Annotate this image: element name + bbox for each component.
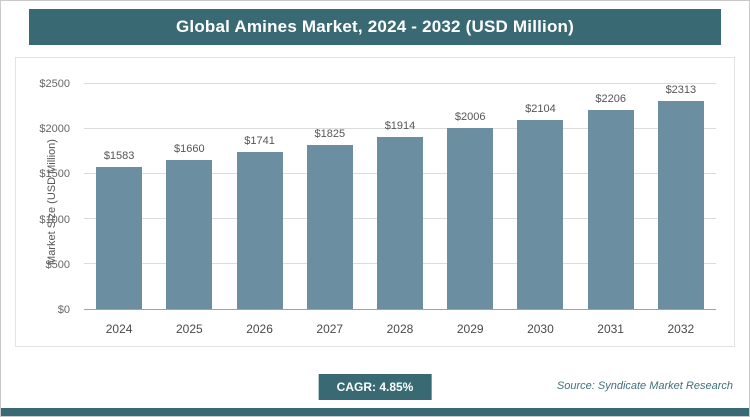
y-axis-tick: $1500 bbox=[39, 168, 70, 181]
bar bbox=[96, 166, 143, 309]
bar-column: $2313 bbox=[646, 84, 716, 309]
y-axis-tick: $2500 bbox=[39, 78, 70, 90]
bar-column: $2104 bbox=[505, 84, 575, 309]
x-axis-label: 2025 bbox=[175, 322, 203, 336]
y-axis-tick: $0 bbox=[57, 304, 70, 316]
bar-column: $2206 bbox=[576, 84, 646, 309]
bar-column: $2006 bbox=[435, 84, 505, 309]
x-axis-label: 2029 bbox=[456, 322, 484, 336]
chart-area: Market Size (USD Million) $0 $500 $1000 $15… bbox=[15, 57, 735, 347]
gridline bbox=[84, 128, 716, 129]
bar bbox=[166, 159, 213, 309]
bar bbox=[517, 119, 564, 309]
x-axis-label: 2026 bbox=[246, 322, 273, 336]
x-axis-label: 2031 bbox=[597, 322, 624, 336]
y-axis-tick-labels: $0 $500 $1000 $1500 $2000 $2500 bbox=[16, 78, 78, 316]
y-axis-tick: $1000 bbox=[39, 213, 70, 226]
gridline bbox=[84, 83, 716, 84]
source-text: Source: Syndicate Market Research bbox=[556, 380, 733, 392]
y-axis-tick: $2000 bbox=[39, 123, 70, 136]
chart-title: Global Amines Market, 2024 - 2032 (USD M… bbox=[29, 9, 721, 45]
bottom-strip bbox=[1, 408, 749, 416]
bar-value-label: $2006 bbox=[454, 111, 486, 124]
bar-column: $1741 bbox=[224, 84, 294, 309]
bar-column: $1583 bbox=[84, 84, 154, 309]
bar-value-label: $2313 bbox=[665, 84, 697, 96]
bar-column: $1825 bbox=[295, 84, 365, 309]
bar bbox=[376, 136, 423, 309]
x-axis-label: 2027 bbox=[316, 322, 344, 336]
bar-value-label: $2206 bbox=[595, 93, 626, 106]
bar-value-label: $2104 bbox=[525, 102, 556, 115]
footer: CAGR: 4.85% Source: Syndicate Market Res… bbox=[1, 374, 749, 406]
bar bbox=[657, 101, 704, 309]
x-axis-labels: 2024 2025 2026 2027 2028 2029 2030 2031 2032 bbox=[84, 316, 716, 342]
bar-value-label: $1660 bbox=[174, 142, 205, 155]
bar bbox=[447, 128, 494, 309]
bar-series: $1583 $1660 $1741 $1825 $1914 $2006 $2104 $2206… bbox=[84, 84, 716, 309]
cagr-badge: CAGR: 4.85% bbox=[318, 374, 432, 400]
bar bbox=[236, 152, 283, 309]
bar-value-label: $1741 bbox=[244, 135, 275, 148]
x-axis-label: 2030 bbox=[527, 322, 554, 336]
bar-column: $1660 bbox=[154, 84, 224, 309]
y-axis-tick: $500 bbox=[45, 258, 70, 271]
bar-value-label: $1583 bbox=[103, 149, 135, 162]
plot-area: $1583 $1660 $1741 $1825 $1914 $2006 $2104 $2206… bbox=[84, 83, 716, 310]
x-axis-label: 2024 bbox=[105, 322, 133, 336]
x-axis-label: 2028 bbox=[386, 322, 414, 336]
bar bbox=[306, 144, 353, 309]
x-axis-label: 2032 bbox=[667, 322, 695, 336]
bar bbox=[587, 110, 634, 309]
bar-column: $1914 bbox=[365, 84, 435, 309]
bar-value-label: $1825 bbox=[314, 127, 346, 140]
bar-value-label: $1914 bbox=[384, 119, 416, 132]
